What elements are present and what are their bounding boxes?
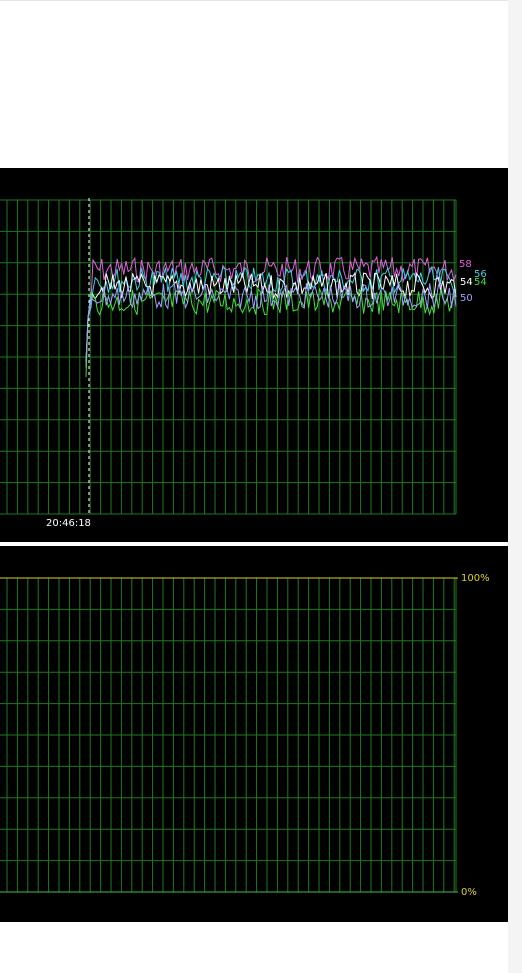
- series-line: [85, 271, 457, 362]
- series-label-54-white: 54: [460, 277, 473, 288]
- series-label-54-green: 54: [474, 277, 487, 288]
- series-label-56: 56: [474, 269, 487, 280]
- series-line: [85, 255, 457, 368]
- time-marker-label: 20:46:18: [46, 518, 91, 529]
- series-label-50: 50: [460, 293, 473, 304]
- series-label-58: 58: [459, 259, 472, 270]
- usage-min-label: 0%: [461, 887, 477, 898]
- temperature-graph-panel: 58 56 54 54 50 20:46:18: [0, 168, 508, 542]
- top-blank-panel: [0, 0, 516, 166]
- usage-max-label: 100%: [461, 573, 490, 584]
- series-line: [85, 281, 457, 361]
- temperature-graph: [0, 198, 457, 515]
- usage-graph: [0, 577, 458, 893]
- series-line: [85, 265, 457, 368]
- window-right-edge: [508, 0, 522, 973]
- usage-graph-panel: 100% 0%: [0, 546, 508, 922]
- series-line: [85, 287, 457, 378]
